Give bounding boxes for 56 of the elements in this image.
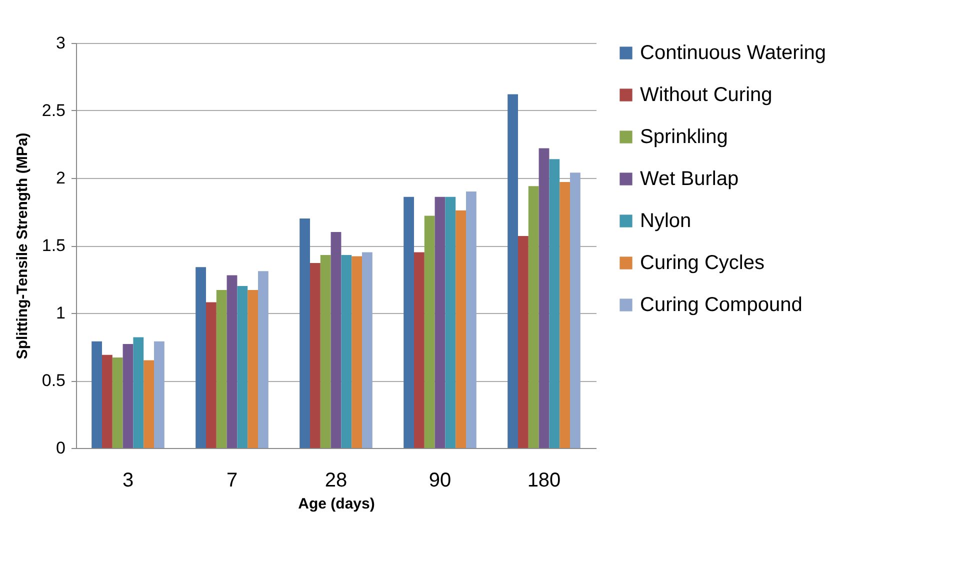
- bar: [216, 290, 227, 448]
- y-tick-label: 0.5: [42, 371, 66, 390]
- bar: [258, 271, 268, 448]
- bar: [445, 196, 456, 448]
- bar: [434, 196, 446, 448]
- bar: [300, 218, 310, 448]
- bar: [414, 252, 424, 448]
- bar: [424, 216, 435, 448]
- bar: [528, 186, 539, 448]
- bar: [560, 182, 570, 448]
- bar: [456, 210, 466, 448]
- bar: [570, 172, 580, 448]
- bar: [466, 192, 476, 448]
- bar: [320, 254, 331, 448]
- bar: [154, 341, 164, 448]
- x-tick-label: 28: [324, 470, 348, 492]
- y-tick-label: 1: [56, 304, 66, 322]
- bar: [133, 337, 144, 448]
- legend-label: Nylon: [640, 210, 692, 232]
- bar: [92, 341, 102, 448]
- bar: [352, 256, 362, 448]
- legend-label: Continuous Watering: [640, 42, 826, 64]
- x-axis-title: Age (days): [298, 496, 375, 512]
- bar: [341, 254, 352, 448]
- legend-label: Curing Compound: [640, 294, 802, 316]
- bar: [237, 286, 248, 448]
- x-tick-label: 180: [527, 470, 561, 492]
- bar: [206, 302, 216, 448]
- x-tick-label: 7: [226, 470, 238, 492]
- bar: [122, 344, 134, 448]
- bar: [102, 354, 112, 448]
- bar: [508, 94, 518, 448]
- bar: [144, 360, 154, 448]
- x-tick-label: 3: [122, 470, 134, 492]
- bar: [248, 290, 258, 448]
- bar: [362, 252, 372, 448]
- x-tick-label: 90: [428, 470, 452, 492]
- y-tick-label: 0: [56, 438, 66, 458]
- bar: [112, 358, 123, 448]
- bar: [196, 267, 206, 448]
- y-tick-label: 3: [56, 34, 66, 52]
- legend-label: Curing Cycles: [640, 252, 764, 274]
- bar: [226, 275, 238, 448]
- y-tick-label: 2: [56, 168, 66, 188]
- bar: [404, 196, 414, 448]
- y-axis-title: Splitting-Tensile Strength (MPa): [14, 132, 31, 360]
- y-tick-label: 1.5: [42, 236, 66, 255]
- legend-label: Sprinkling: [640, 126, 728, 148]
- legend-label: Wet Burlap: [640, 168, 739, 190]
- bar: [310, 263, 320, 448]
- bar: [518, 236, 528, 448]
- bar: [549, 159, 560, 448]
- bar: [330, 232, 342, 448]
- y-tick-label: 2.5: [42, 101, 66, 120]
- bar: [538, 148, 550, 448]
- legend-label: Without Curing: [640, 84, 772, 106]
